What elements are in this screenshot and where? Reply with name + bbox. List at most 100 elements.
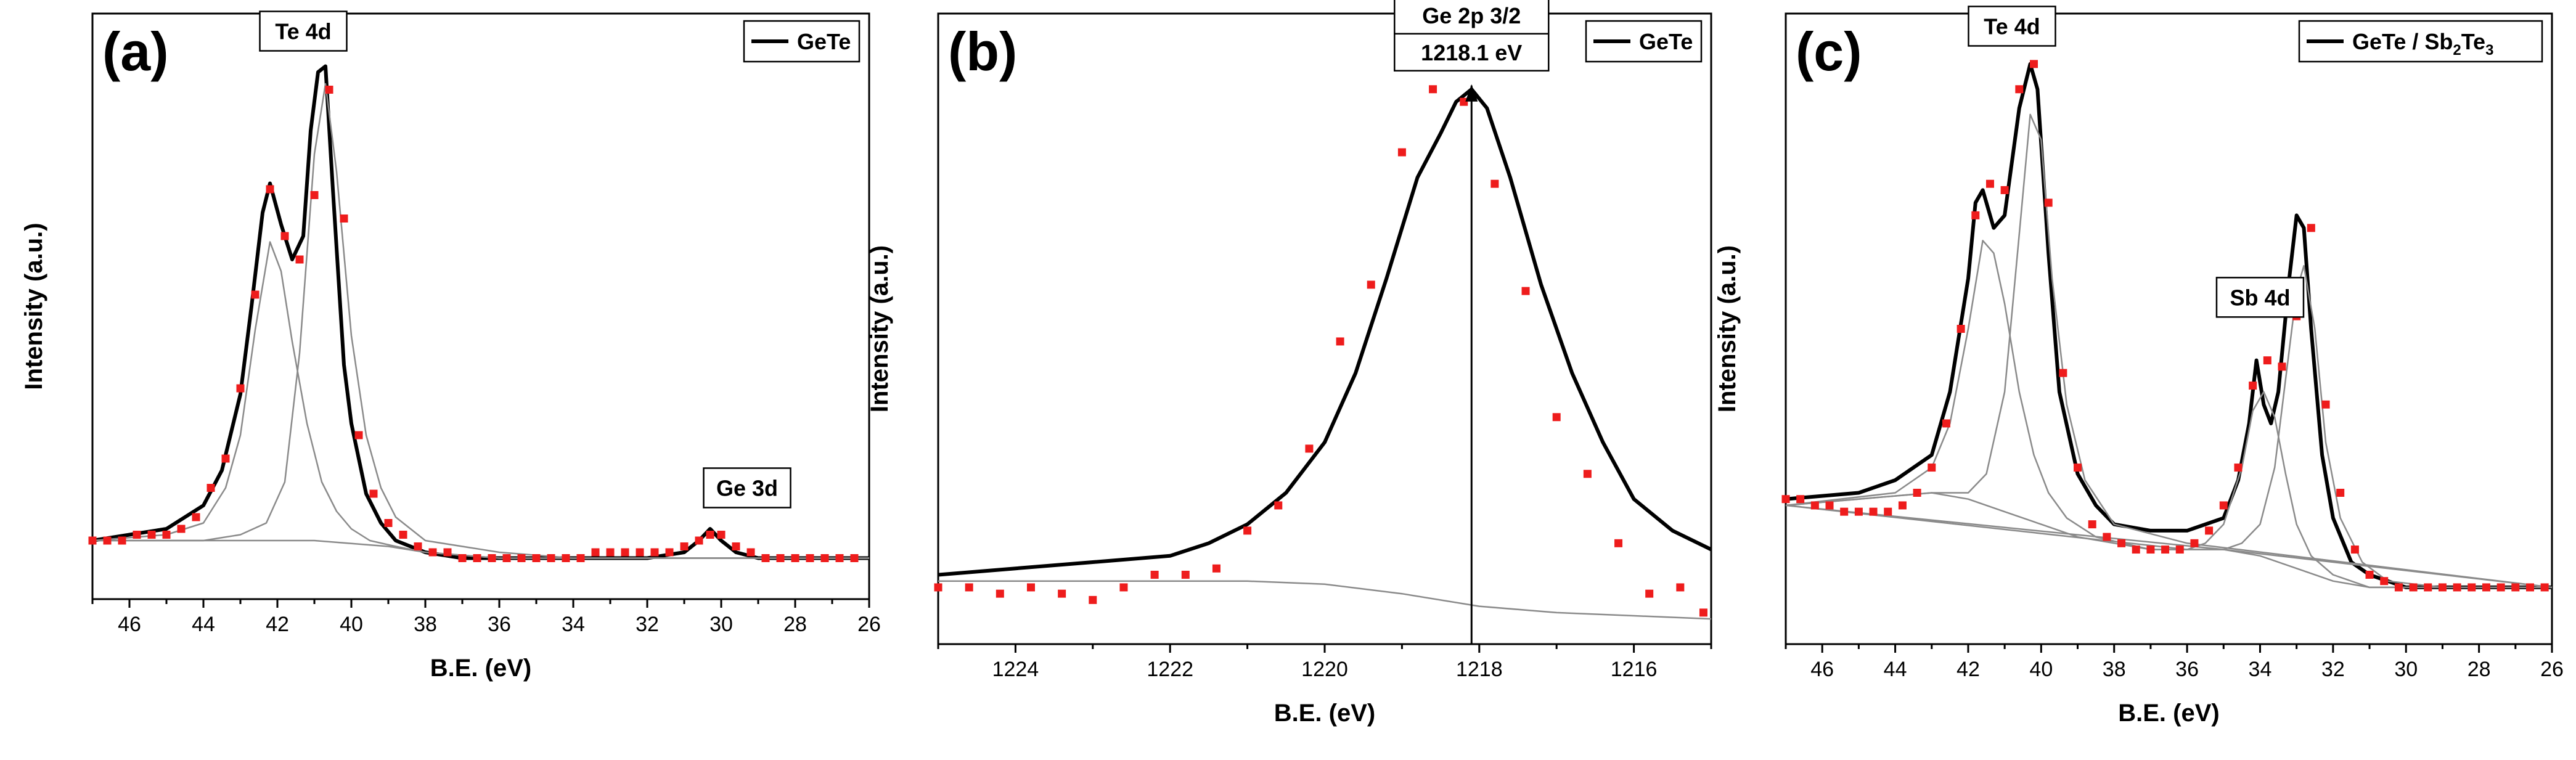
data-point (2175, 545, 2184, 554)
data-point (502, 554, 511, 562)
data-point (1089, 595, 1097, 604)
panel-0: 46 44 42 40 38 36 34 32 30 28 26 B.E. (eV) Intensity… (20, 10, 881, 682)
data-point (2132, 545, 2140, 554)
annotation-box (2215, 277, 2305, 318)
data-point (1614, 539, 1623, 547)
data-point (325, 86, 333, 94)
data-point (340, 215, 348, 223)
data-point (2000, 186, 2009, 194)
x-tick-label: 42 (266, 613, 289, 636)
x-axis-label: B.E. (eV) (1274, 700, 1375, 727)
data-point (1583, 470, 1592, 478)
data-point (2059, 369, 2067, 377)
data-point (2350, 545, 2359, 554)
data-point (1825, 501, 1834, 510)
data-point (443, 548, 452, 557)
annotation-label: Te 4d (1984, 14, 2040, 39)
x-tick-label: 1216 (1611, 658, 1658, 681)
data-point (2249, 382, 2257, 390)
x-tick-label: 30 (709, 613, 733, 636)
data-point (2088, 520, 2096, 529)
data-point (1460, 97, 1468, 106)
x-tick-label: 34 (2249, 658, 2272, 681)
data-point (458, 554, 467, 562)
data-point (2482, 583, 2490, 592)
x-tick-label: 46 (1810, 658, 1834, 681)
x-tick-label: 28 (2468, 658, 2491, 681)
data-point (2074, 464, 2082, 472)
x-tick-label: 1220 (1301, 658, 1348, 681)
data-point (835, 554, 844, 562)
legend-label: GeTe (797, 29, 851, 54)
panel-2: 46 44 42 40 38 36 34 32 30 28 26 B.E. (eV) Intensity… (1714, 6, 2564, 727)
x-tick-label: 38 (2103, 658, 2126, 681)
data-point (532, 554, 541, 562)
data-point (2015, 85, 2024, 94)
data-point (2263, 356, 2271, 365)
data-point (1699, 608, 1707, 617)
data-point (1942, 419, 1950, 428)
x-axis-label: B.E. (eV) (430, 655, 531, 682)
data-point (1490, 179, 1499, 188)
data-point (1119, 583, 1128, 592)
data-point (177, 525, 186, 533)
data-point (1796, 495, 1805, 504)
data-point (2540, 583, 2549, 592)
data-point (1058, 589, 1066, 598)
panel-label: (c) (1796, 21, 1862, 82)
data-point (1305, 444, 1314, 453)
data-point (732, 542, 740, 550)
plot-frame (91, 12, 870, 600)
component-te-4d-5-2 (1785, 240, 2553, 589)
data-point (2205, 526, 2214, 535)
annotation-label: Ge 2p 3/2 (1422, 3, 1521, 28)
data-point (680, 542, 689, 550)
x-tick-label: 44 (1884, 658, 1907, 681)
data-point (133, 531, 141, 539)
data-point (717, 531, 726, 539)
x-axis-label: B.E. (eV) (2118, 700, 2219, 727)
panel-label: (b) (948, 21, 1017, 82)
data-point (88, 536, 97, 545)
legend-label: GeTe / Sb2Te3 (2352, 29, 2493, 59)
data-point (695, 536, 703, 545)
data-point (591, 548, 600, 557)
y-axis-label: Intensity (a.u.) (20, 223, 47, 390)
data-point (2409, 583, 2418, 592)
data-point (2511, 583, 2520, 592)
data-point (1957, 325, 1965, 333)
data-point (1552, 413, 1561, 422)
data-point (473, 554, 481, 562)
data-point (706, 531, 714, 539)
x-tick-label: 44 (192, 613, 215, 636)
annotation-box (703, 467, 791, 509)
fit-envelope-line (1785, 62, 2552, 589)
data-point (1854, 507, 1863, 516)
data-point (636, 548, 644, 557)
data-point (776, 554, 785, 562)
data-point (1676, 583, 1685, 592)
data-point (369, 489, 378, 498)
data-point (850, 554, 859, 562)
plot-frame (937, 12, 1712, 645)
data-point (547, 554, 555, 562)
annotation-box (1968, 6, 2056, 47)
data-point (606, 548, 615, 557)
data-point (280, 232, 289, 240)
data-point (1869, 507, 1878, 516)
x-tick-label: 34 (562, 613, 585, 636)
x-tick-label: 30 (2394, 658, 2418, 681)
data-point (236, 384, 245, 393)
component-te-4d-5-2 (92, 241, 869, 559)
data-point (2438, 583, 2447, 592)
data-point (517, 554, 526, 562)
annotation-box (1394, 0, 1550, 35)
data-point (2424, 583, 2432, 592)
annotation-label: 1218.1 eV (1421, 40, 1522, 65)
data-point (2453, 583, 2461, 592)
annotation-box (259, 10, 348, 52)
data-point (665, 548, 674, 557)
data-point (310, 191, 319, 199)
y-axis-label: Intensity (a.u.) (1714, 245, 1741, 412)
